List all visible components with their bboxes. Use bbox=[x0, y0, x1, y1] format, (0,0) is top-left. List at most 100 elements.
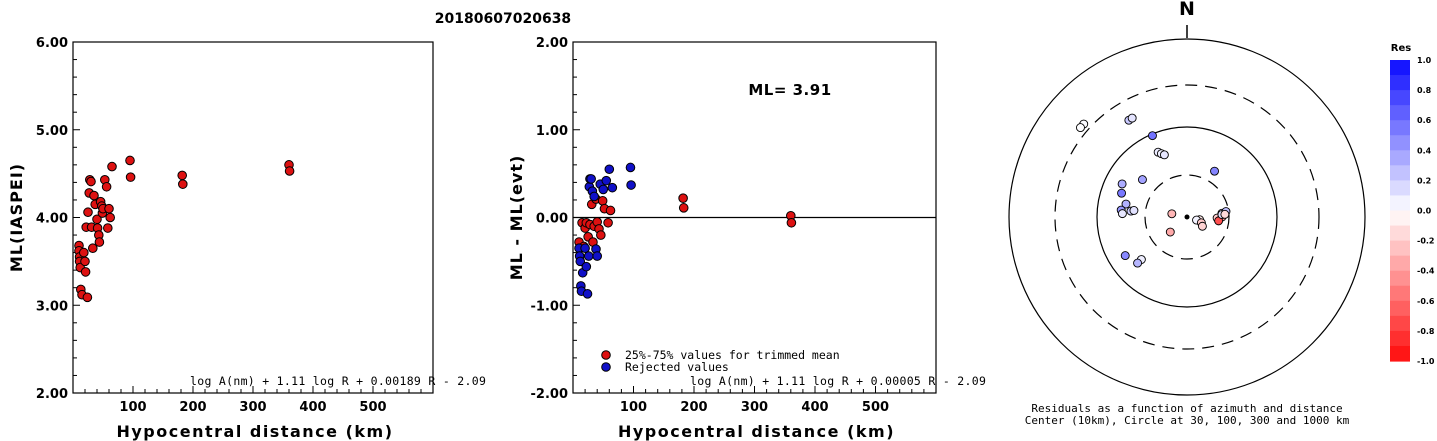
ml-vs-distance-plot: 2.00 3.00 4.00 5.00 6.00 100 200 300 400 500 Hypoc… bbox=[7, 36, 486, 441]
residual-colorbar: Res 1.0 0.8 0.6 0.4 0.2 0.0 -0.2 -0.4 -0.6 -0.8 -1.… bbox=[1390, 43, 1435, 366]
station-residual-marker bbox=[1167, 209, 1177, 219]
x-tick-label: 400 bbox=[801, 400, 828, 415]
station-residual-marker bbox=[1210, 166, 1219, 176]
blue-data-point bbox=[626, 180, 636, 190]
station-residual-marker bbox=[1117, 179, 1127, 189]
station-residual-marker bbox=[1117, 188, 1127, 198]
station-residual-marker bbox=[1159, 150, 1169, 160]
epicenter-marker bbox=[1184, 214, 1190, 220]
colorbar-tick-label: 0.6 bbox=[1417, 116, 1432, 125]
x-tick-label: 100 bbox=[620, 400, 647, 415]
station-residual-marker bbox=[1165, 227, 1175, 237]
residual-vs-distance-plot: -2.00 -1.00 0.00 1.00 2.00 100 200 300 400 500 Hyp… bbox=[507, 36, 986, 441]
colorbar-tick-label: 0.8 bbox=[1417, 86, 1432, 95]
colorbar-swatch bbox=[1390, 60, 1410, 76]
colorbar-tick-label: 0.4 bbox=[1417, 146, 1432, 155]
red-data-point bbox=[83, 207, 93, 218]
colorbar-swatch bbox=[1390, 90, 1410, 106]
red-data-point bbox=[101, 181, 112, 192]
red-data-point bbox=[86, 176, 96, 187]
x-tick-label: 200 bbox=[179, 400, 206, 415]
colorbar-swatch bbox=[1390, 180, 1410, 197]
distance-ring bbox=[1008, 38, 1366, 396]
x-tick-label: 300 bbox=[741, 400, 768, 415]
x-tick-label: 200 bbox=[680, 400, 707, 415]
colorbar-swatch bbox=[1390, 120, 1410, 136]
red-data-point bbox=[786, 217, 797, 228]
blue-data-point bbox=[589, 191, 599, 202]
red-data-point bbox=[125, 172, 136, 182]
colorbar-swatch bbox=[1390, 165, 1410, 181]
station-residual-marker bbox=[1137, 175, 1147, 185]
colorbar-swatch bbox=[1390, 135, 1410, 151]
red-data-point bbox=[107, 161, 117, 172]
colorbar-tick-label: -0.4 bbox=[1417, 267, 1435, 276]
blue-data-point bbox=[575, 256, 586, 267]
colorbar-tick-label: 0.2 bbox=[1417, 176, 1431, 185]
blue-data-point bbox=[582, 289, 593, 299]
colorbar-tick-label: -0.8 bbox=[1417, 327, 1435, 336]
red-data-point bbox=[105, 212, 115, 223]
colorbar-tick-label: -0.6 bbox=[1417, 297, 1435, 306]
red-data-point bbox=[177, 170, 187, 181]
map-caption-line2: Center (10km), Circle at 30, 100, 300 an… bbox=[1025, 414, 1350, 427]
station-residual-marker bbox=[1120, 251, 1130, 261]
colorbar-swatch bbox=[1390, 330, 1410, 347]
formula-text: log A(nm) + 1.11 log R + 0.00005 R - 2.0… bbox=[690, 374, 986, 388]
red-data-point bbox=[82, 292, 93, 303]
station-residual-marker bbox=[1127, 113, 1137, 123]
blue-data-point bbox=[586, 174, 596, 184]
blue-data-point bbox=[604, 164, 615, 175]
distance-ring bbox=[1144, 174, 1230, 260]
colorbar-swatch bbox=[1390, 210, 1410, 227]
x-tick-label: 300 bbox=[239, 400, 266, 415]
blue-data-point bbox=[583, 251, 594, 261]
colorbar-swatch bbox=[1390, 75, 1410, 91]
blue-data-point bbox=[580, 243, 590, 254]
colorbar-title: Res bbox=[1391, 43, 1411, 54]
red-data-point bbox=[284, 166, 295, 176]
red-data-point bbox=[603, 217, 613, 228]
azimuth-distance-map: N Residuals as a function of azimuth and … bbox=[1008, 0, 1366, 427]
blue-data-point bbox=[607, 182, 618, 193]
colorbar-swatch bbox=[1390, 315, 1410, 332]
red-data-point bbox=[125, 155, 135, 166]
red-data-point bbox=[88, 243, 98, 254]
y-tick-label: 6.00 bbox=[36, 36, 68, 51]
colorbar-tick-label: 0.0 bbox=[1417, 207, 1432, 216]
map-caption-line1: Residuals as a function of azimuth and d… bbox=[1031, 402, 1342, 415]
station-residual-marker bbox=[1197, 221, 1207, 231]
red-data-point bbox=[80, 256, 90, 267]
red-data-point bbox=[596, 230, 606, 240]
plot-frame bbox=[72, 41, 434, 394]
station-residual-marker bbox=[1220, 209, 1230, 219]
x-axis-label: Hypocentral distance (km) bbox=[116, 422, 393, 441]
legend-label: Rejected values bbox=[625, 360, 729, 374]
legend-marker bbox=[601, 362, 611, 372]
station-residual-marker bbox=[1148, 131, 1157, 141]
station-residual-marker bbox=[1076, 123, 1085, 133]
blue-data-point bbox=[625, 162, 636, 173]
y-tick-label: 1.00 bbox=[536, 124, 568, 139]
station-residual-marker bbox=[1121, 199, 1131, 209]
colorbar-swatch bbox=[1390, 285, 1410, 302]
x-tick-label: 500 bbox=[862, 400, 889, 415]
colorbar-tick-label: 1.0 bbox=[1417, 56, 1432, 65]
colorbar-swatch bbox=[1390, 150, 1410, 166]
y-tick-label: 5.00 bbox=[36, 124, 68, 139]
red-data-point bbox=[597, 196, 608, 206]
colorbar-swatch bbox=[1390, 105, 1410, 121]
blue-data-point bbox=[601, 175, 612, 186]
distance-ring bbox=[1054, 84, 1320, 350]
station-residual-marker bbox=[1133, 258, 1143, 268]
station-residual-marker bbox=[1117, 209, 1127, 219]
y-tick-label: -1.00 bbox=[531, 299, 568, 314]
red-data-point bbox=[80, 267, 91, 277]
formula-text: log A(nm) + 1.11 log R + 0.00189 R - 2.0… bbox=[190, 374, 486, 388]
colorbar-swatch bbox=[1390, 225, 1410, 242]
colorbar-swatch bbox=[1390, 195, 1410, 212]
red-data-point bbox=[178, 179, 188, 189]
legend-marker bbox=[601, 350, 611, 360]
x-axis-label: Hypocentral distance (km) bbox=[618, 422, 895, 441]
